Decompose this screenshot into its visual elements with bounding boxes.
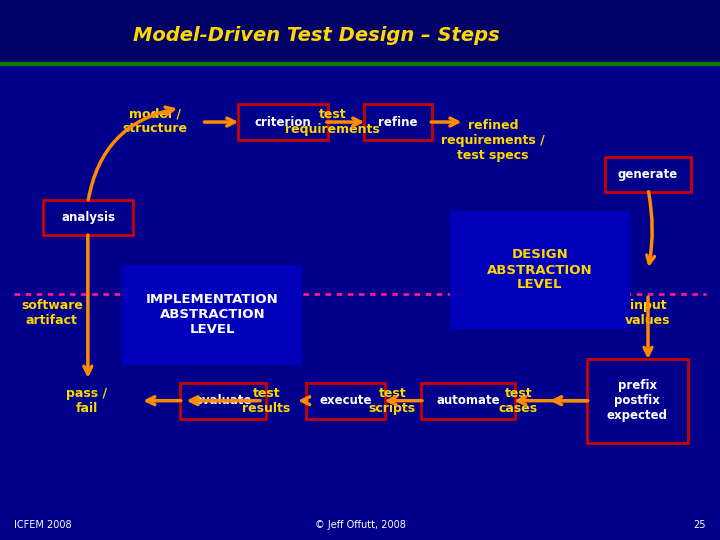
Text: refine: refine [378, 116, 418, 129]
FancyBboxPatch shape [238, 104, 328, 140]
Text: analysis: analysis [61, 211, 115, 224]
Text: test
scripts: test scripts [369, 387, 416, 415]
FancyBboxPatch shape [364, 104, 432, 140]
Text: evaluate: evaluate [194, 394, 252, 408]
Text: © Jeff Offutt, 2008: © Jeff Offutt, 2008 [315, 520, 405, 530]
Text: prefix
postfix
expected: prefix postfix expected [607, 380, 667, 422]
FancyBboxPatch shape [421, 383, 515, 418]
Text: DESIGN
ABSTRACTION
LEVEL: DESIGN ABSTRACTION LEVEL [487, 248, 593, 292]
FancyArrowPatch shape [647, 192, 654, 264]
FancyArrowPatch shape [204, 118, 235, 126]
FancyArrowPatch shape [644, 297, 652, 355]
Text: Model-Driven Test Design – Steps: Model-Driven Test Design – Steps [133, 26, 500, 45]
FancyArrowPatch shape [302, 397, 310, 404]
FancyArrowPatch shape [518, 397, 588, 404]
Text: model /
structure: model / structure [122, 107, 187, 136]
Text: test
requirements: test requirements [285, 107, 380, 136]
FancyArrowPatch shape [388, 397, 422, 404]
FancyBboxPatch shape [450, 211, 630, 329]
FancyArrowPatch shape [147, 397, 181, 404]
Bar [0, 0, 720, 62]
FancyBboxPatch shape [306, 383, 385, 418]
FancyBboxPatch shape [122, 265, 302, 365]
FancyBboxPatch shape [587, 359, 688, 443]
FancyArrowPatch shape [327, 118, 361, 126]
Text: pass /
fail: pass / fail [66, 387, 107, 415]
Text: input
values: input values [625, 299, 671, 327]
Text: generate: generate [618, 167, 678, 181]
Text: ICFEM 2008: ICFEM 2008 [14, 520, 72, 530]
Text: test
results: test results [242, 387, 291, 415]
FancyArrowPatch shape [431, 118, 458, 126]
Text: IMPLEMENTATION
ABSTRACTION
LEVEL: IMPLEMENTATION ABSTRACTION LEVEL [146, 293, 279, 336]
FancyBboxPatch shape [43, 200, 133, 235]
Text: criterion: criterion [254, 116, 311, 129]
FancyArrowPatch shape [89, 107, 174, 200]
FancyBboxPatch shape [180, 383, 266, 418]
Text: automate: automate [436, 394, 500, 408]
Text: 25: 25 [693, 520, 706, 530]
FancyArrowPatch shape [84, 235, 91, 374]
FancyArrowPatch shape [554, 397, 588, 404]
Text: software
artifact: software artifact [21, 299, 83, 327]
Text: execute: execute [320, 394, 372, 408]
FancyArrowPatch shape [190, 397, 260, 404]
Text: refined
requirements /
test specs: refined requirements / test specs [441, 119, 545, 162]
Text: test
cases: test cases [499, 387, 538, 415]
FancyBboxPatch shape [605, 157, 691, 192]
